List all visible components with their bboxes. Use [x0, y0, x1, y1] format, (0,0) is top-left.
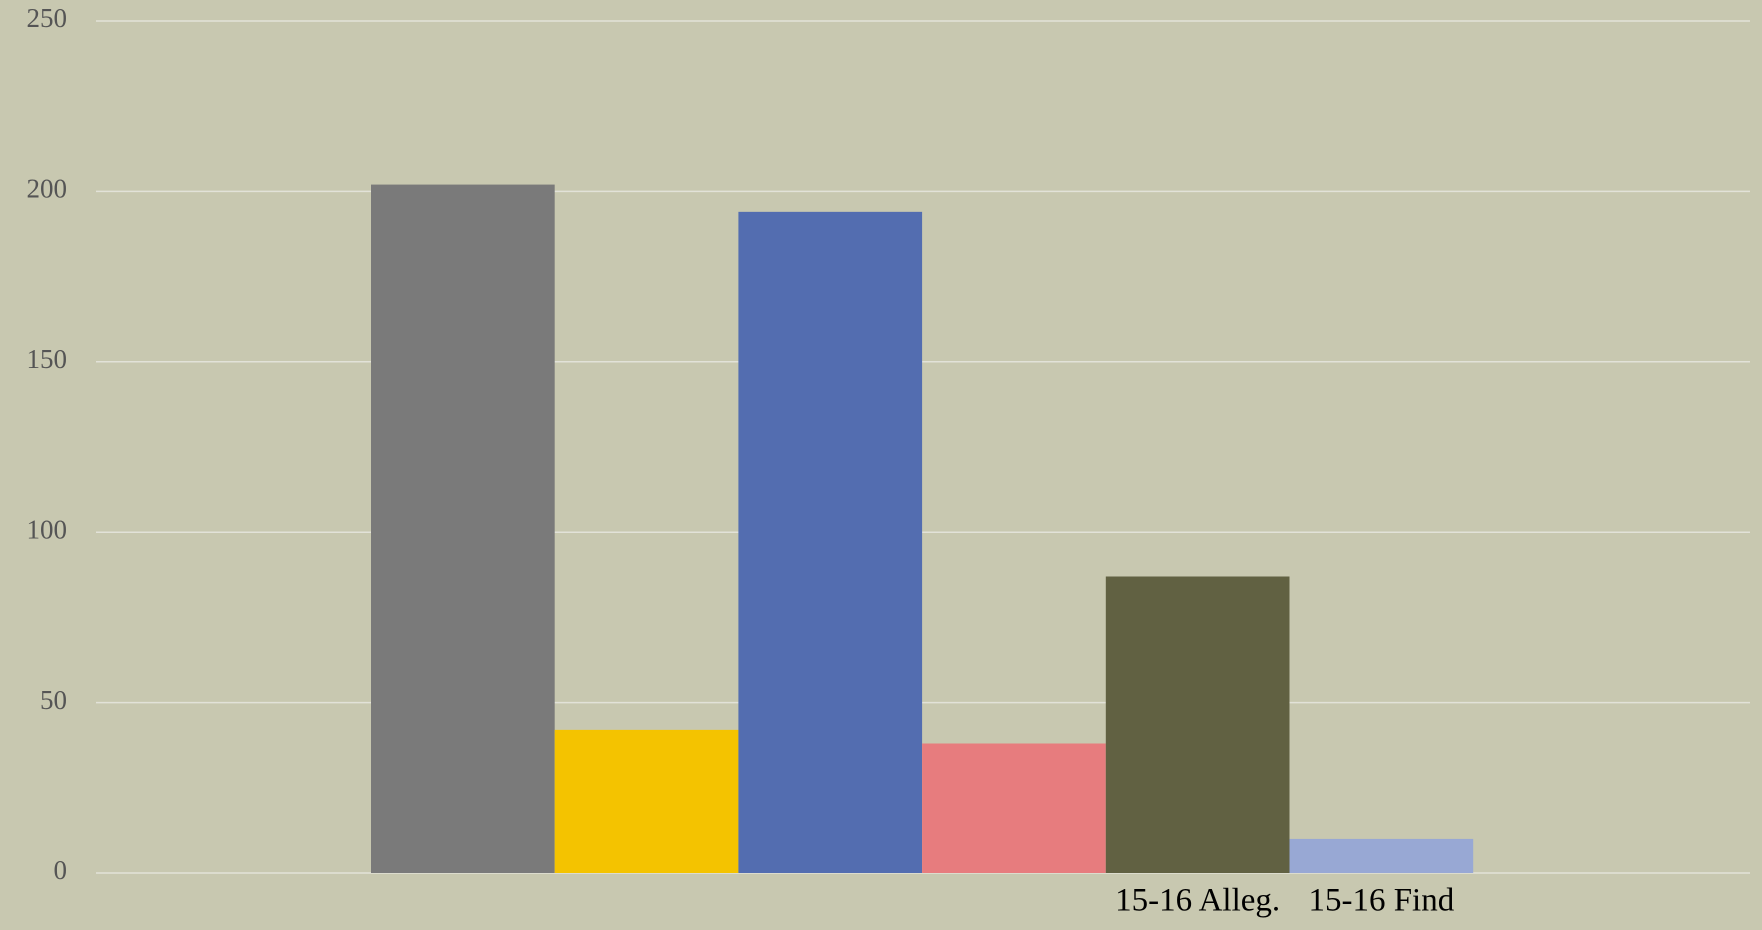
bar: [371, 184, 555, 874]
y-tick-label: 0: [54, 855, 68, 885]
y-tick-label: 250: [27, 3, 68, 33]
bar: [738, 211, 923, 873]
y-tick-label: 50: [40, 685, 67, 715]
x-tick-label: 15-16 Alleg.: [1115, 883, 1280, 919]
x-tick-label: 15-16 Find: [1308, 883, 1454, 919]
bar: [922, 743, 1106, 873]
y-tick-label: 150: [27, 344, 68, 374]
y-tick-label: 100: [27, 514, 68, 544]
bar: [554, 729, 739, 873]
bar: [1289, 838, 1474, 873]
bar: [1105, 576, 1290, 873]
y-tick-label: 200: [27, 174, 68, 204]
